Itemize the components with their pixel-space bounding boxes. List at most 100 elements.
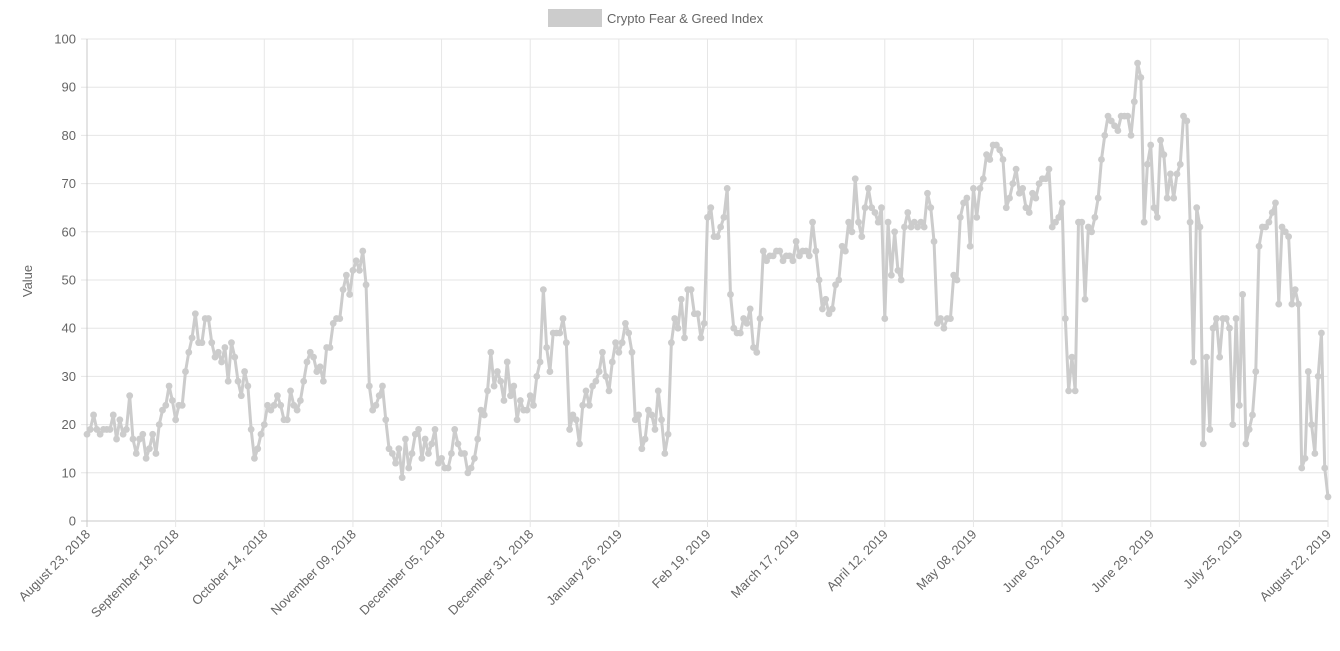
data-point[interactable] [786, 252, 793, 260]
data-point[interactable] [822, 295, 830, 303]
data-point[interactable] [960, 199, 967, 207]
data-point[interactable] [727, 291, 734, 298]
data-point[interactable] [1163, 194, 1171, 202]
data-point[interactable] [467, 464, 475, 472]
data-point[interactable] [178, 401, 186, 409]
data-point[interactable] [1196, 223, 1204, 231]
data-point[interactable] [1255, 242, 1263, 250]
data-point[interactable] [1130, 98, 1138, 106]
data-point[interactable] [1291, 286, 1299, 294]
data-point[interactable] [530, 401, 537, 409]
data-point[interactable] [126, 392, 134, 400]
data-point[interactable] [1140, 218, 1148, 226]
data-point[interactable] [313, 368, 321, 375]
data-point[interactable] [628, 348, 636, 356]
data-point[interactable] [454, 440, 462, 448]
data-point[interactable] [205, 315, 212, 322]
data-point[interactable] [438, 454, 445, 462]
data-point[interactable] [841, 247, 849, 255]
data-point[interactable] [231, 353, 239, 361]
data-point[interactable] [372, 401, 380, 409]
data-point[interactable] [907, 223, 915, 231]
data-point[interactable] [976, 185, 984, 192]
data-point[interactable] [283, 416, 291, 424]
data-point[interactable] [251, 454, 258, 462]
data-point[interactable] [109, 411, 117, 419]
data-point[interactable] [1124, 112, 1132, 120]
data-point[interactable] [336, 315, 344, 322]
data-point[interactable] [1065, 387, 1073, 395]
data-point[interactable] [566, 426, 574, 433]
data-point[interactable] [1239, 291, 1247, 298]
data-point[interactable] [927, 204, 935, 212]
data-point[interactable] [1022, 204, 1030, 212]
data-point[interactable] [901, 223, 908, 231]
data-point[interactable] [667, 339, 675, 347]
data-point[interactable] [339, 286, 347, 294]
data-point[interactable] [480, 411, 488, 419]
data-point[interactable] [464, 469, 472, 477]
data-point[interactable] [221, 344, 229, 351]
data-point[interactable] [182, 368, 189, 375]
data-point[interactable] [993, 141, 1000, 149]
data-point[interactable] [162, 401, 170, 409]
data-point[interactable] [792, 238, 800, 245]
data-point[interactable] [523, 406, 531, 414]
data-point[interactable] [142, 454, 150, 462]
data-point[interactable] [159, 406, 166, 414]
data-point[interactable] [369, 406, 377, 414]
data-point[interactable] [1094, 194, 1102, 202]
data-point[interactable] [723, 185, 731, 192]
data-point[interactable] [1203, 353, 1210, 361]
data-point[interactable] [444, 464, 452, 472]
data-point[interactable] [415, 426, 422, 433]
data-point[interactable] [287, 387, 294, 395]
data-point[interactable] [490, 382, 498, 390]
data-point[interactable] [497, 377, 505, 385]
data-point[interactable] [1298, 464, 1306, 472]
data-point[interactable] [694, 310, 702, 318]
data-point[interactable] [477, 406, 485, 414]
data-point[interactable] [720, 213, 728, 221]
data-point[interactable] [375, 392, 383, 400]
data-point[interactable] [602, 373, 610, 380]
data-point[interactable] [1006, 194, 1013, 202]
data-point[interactable] [1301, 454, 1309, 462]
data-point[interactable] [224, 377, 232, 385]
data-point[interactable] [329, 319, 337, 327]
data-point[interactable] [267, 406, 275, 414]
legend[interactable]: Crypto Fear & Greed Index [548, 9, 764, 27]
data-point[interactable] [917, 218, 925, 226]
data-point[interactable] [874, 218, 882, 226]
data-point[interactable] [185, 348, 193, 356]
data-point[interactable] [188, 334, 196, 342]
data-point[interactable] [1042, 175, 1050, 183]
data-point[interactable] [546, 368, 554, 375]
data-point[interactable] [1216, 353, 1224, 361]
data-point[interactable] [487, 348, 495, 356]
data-point[interactable] [897, 276, 905, 284]
data-point[interactable] [559, 315, 567, 322]
data-point[interactable] [1029, 189, 1036, 197]
data-point[interactable] [1314, 373, 1322, 380]
data-point[interactable] [947, 315, 954, 322]
data-point[interactable] [861, 204, 869, 212]
data-point[interactable] [1226, 324, 1233, 332]
data-point[interactable] [1245, 426, 1253, 433]
data-point[interactable] [1285, 233, 1292, 241]
data-point[interactable] [664, 430, 672, 438]
data-point[interactable] [237, 392, 245, 400]
data-point[interactable] [392, 459, 400, 467]
data-point[interactable] [1081, 295, 1089, 303]
data-point[interactable] [484, 387, 491, 395]
data-point[interactable] [218, 358, 226, 366]
data-point[interactable] [717, 223, 725, 231]
data-point[interactable] [940, 324, 948, 332]
data-point[interactable] [1045, 165, 1053, 173]
data-point[interactable] [815, 276, 823, 284]
data-point[interactable] [510, 382, 518, 390]
data-point[interactable] [1009, 180, 1017, 188]
data-point[interactable] [878, 204, 885, 212]
data-point[interactable] [835, 276, 843, 284]
data-point[interactable] [123, 426, 130, 433]
